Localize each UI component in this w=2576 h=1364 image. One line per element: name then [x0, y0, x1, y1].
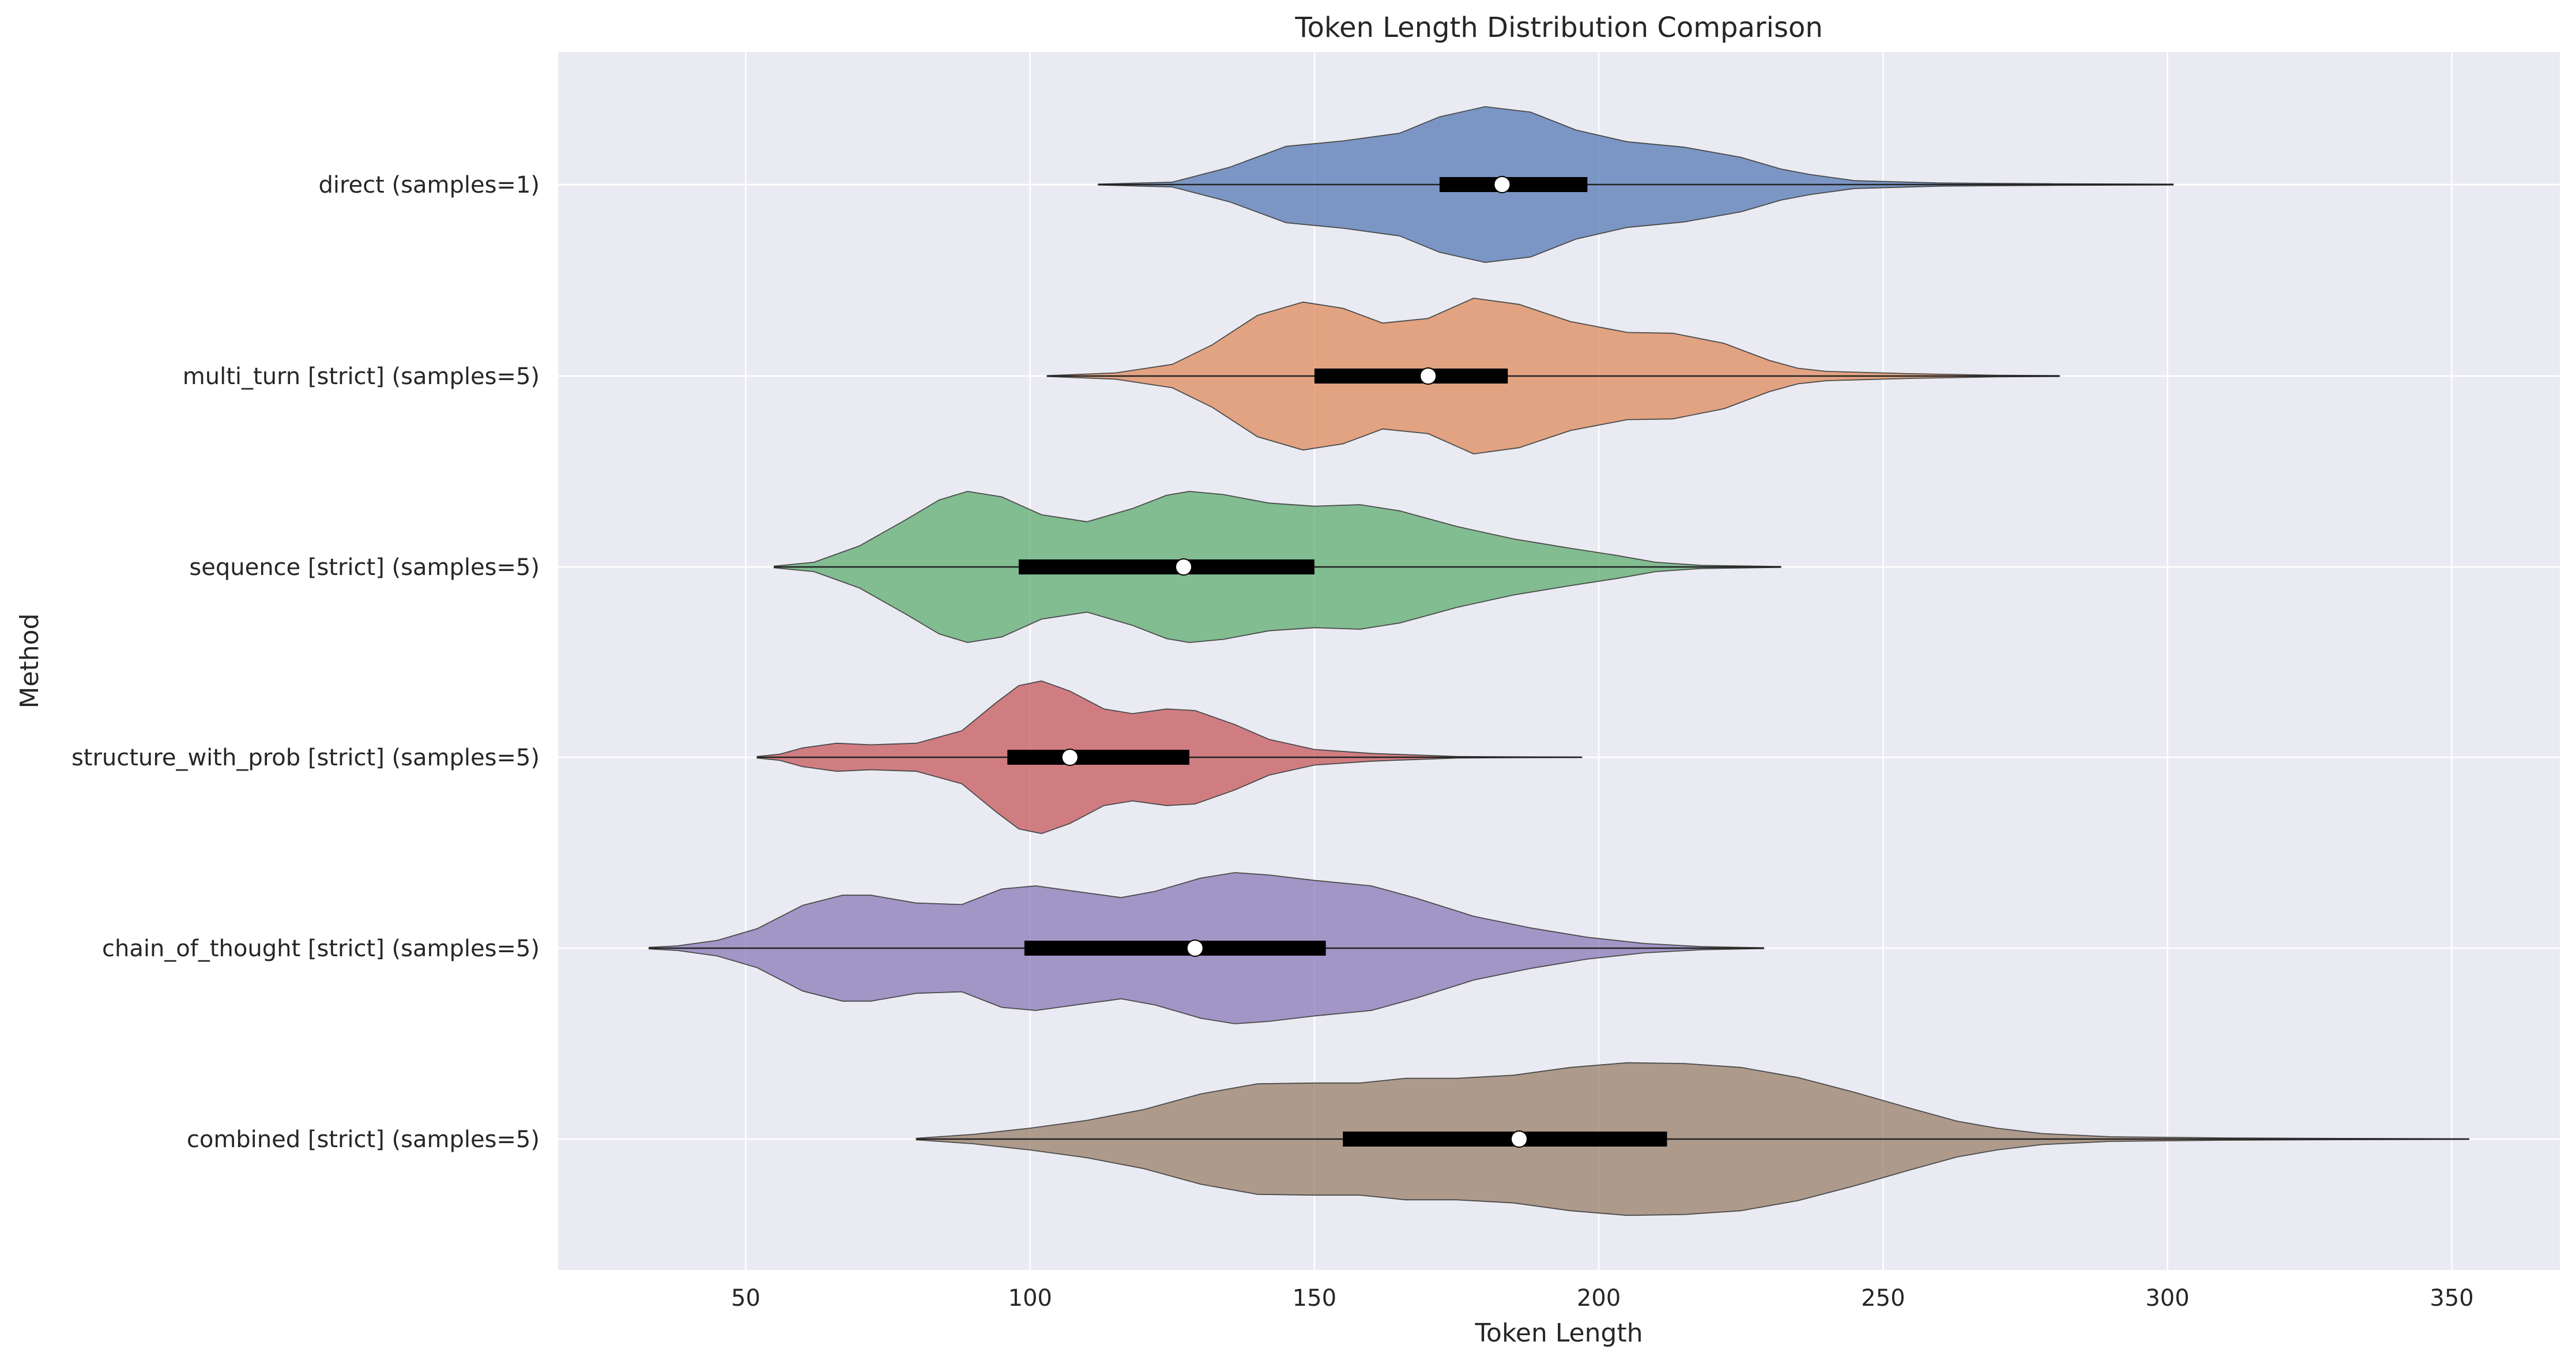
x-tick-label: 100: [1008, 1285, 1052, 1312]
median-marker: [1510, 1130, 1528, 1148]
chart-title: Token Length Distribution Comparison: [1294, 12, 1822, 44]
median-marker: [1493, 176, 1511, 193]
x-tick-label: 50: [731, 1285, 760, 1312]
y-tick-label: sequence [strict] (samples=5): [189, 554, 540, 581]
iqr-box: [1439, 177, 1588, 192]
x-tick-label: 300: [2145, 1285, 2189, 1312]
plot-background: [558, 52, 2560, 1270]
iqr-box: [1343, 1132, 1667, 1147]
iqr-box: [1018, 559, 1315, 574]
violins: [648, 106, 2470, 1216]
iqr-box: [1024, 941, 1326, 956]
median-marker: [1186, 940, 1204, 957]
y-tick-label: structure_with_prob [strict] (samples=5): [71, 745, 540, 771]
iqr-box: [1314, 369, 1508, 384]
median-marker: [1419, 367, 1437, 385]
y-tick-label: multi_turn [strict] (samples=5): [183, 363, 540, 390]
y-tick-label: direct (samples=1): [318, 172, 540, 198]
tick-labels: 50 100 150 200 250 300 350 direct (samples=1) mu…: [71, 172, 2474, 1312]
y-tick-label: combined [strict] (samples=5): [187, 1126, 540, 1153]
iqr-box: [1007, 750, 1189, 765]
median-marker: [1061, 749, 1079, 766]
x-axis-label: Token Length: [1475, 1318, 1643, 1348]
x-tick-label: 350: [2430, 1285, 2473, 1312]
x-tick-label: 250: [1861, 1285, 1905, 1312]
x-tick-label: 200: [1577, 1285, 1621, 1312]
y-axis-label: Method: [15, 613, 44, 708]
y-tick-label: chain_of_thought [strict] (samples=5): [102, 935, 540, 962]
x-tick-label: 150: [1293, 1285, 1336, 1312]
median-marker: [1175, 558, 1192, 576]
